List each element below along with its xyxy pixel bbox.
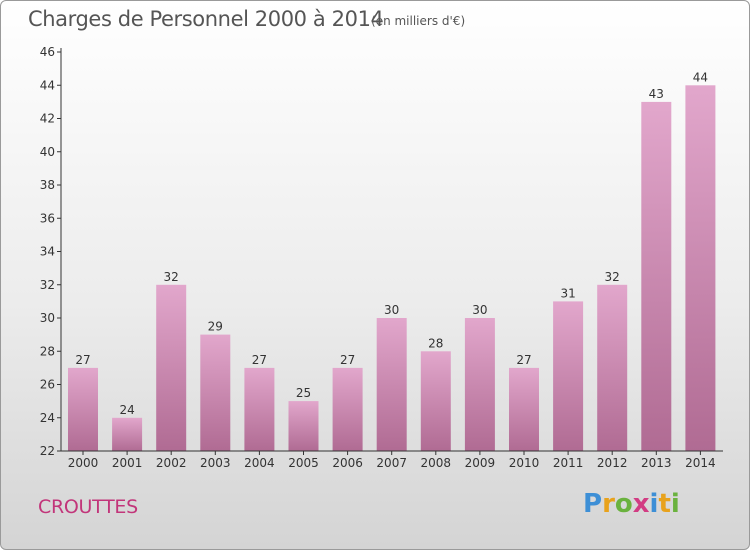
x-tick-label: 2011: [553, 456, 584, 470]
proxiti-logo: Proxiti: [583, 489, 680, 519]
logo-letter: t: [658, 489, 671, 519]
logo-letter: x: [632, 489, 650, 519]
bar-value-label: 44: [693, 70, 708, 84]
x-tick-label: 2002: [156, 456, 187, 470]
bar-2006: [332, 367, 363, 451]
y-tick-label: 26: [40, 378, 55, 392]
y-tick-label: 34: [40, 245, 55, 259]
bar-2008: [420, 351, 451, 452]
x-tick-label: 2003: [200, 456, 231, 470]
x-tick-label: 2000: [68, 456, 99, 470]
bar-2004: [244, 367, 275, 451]
bar-value-label: 28: [428, 336, 443, 350]
x-tick-label: 2010: [509, 456, 540, 470]
bar-value-label: 27: [75, 353, 90, 367]
y-tick-label: 32: [40, 278, 55, 292]
bar-value-label: 27: [252, 353, 267, 367]
bar-value-label: 29: [208, 320, 223, 334]
y-tick-label: 24: [40, 411, 55, 425]
y-tick-label: 44: [40, 78, 55, 92]
bar-value-label: 32: [164, 270, 179, 284]
chart-title: Charges de Personnel 2000 à 2014: [28, 7, 384, 31]
logo-letter: o: [614, 489, 633, 519]
bar-value-label: 27: [516, 353, 531, 367]
bar-2014: [685, 85, 716, 452]
bar-2000: [68, 367, 98, 451]
bar-value-label: 30: [472, 303, 487, 317]
x-tick-label: 2007: [376, 456, 407, 470]
y-tick-label: 40: [40, 145, 55, 159]
y-tick-label: 36: [40, 211, 55, 225]
x-tick-label: 2009: [465, 456, 496, 470]
y-tick-label: 30: [40, 311, 55, 325]
bar-value-label: 31: [560, 286, 575, 300]
y-tick-label: 42: [40, 112, 55, 126]
logo-letter: r: [602, 489, 615, 519]
logo-letter: i: [670, 489, 680, 519]
bar-value-label: 43: [649, 87, 664, 101]
x-tick-label: 2006: [332, 456, 363, 470]
bar-2007: [376, 318, 407, 451]
commune-name: CROUTTES: [38, 496, 138, 518]
x-tick-label: 2014: [685, 456, 716, 470]
bar-2010: [509, 367, 539, 451]
y-tick-label: 46: [40, 45, 55, 59]
bar-2003: [200, 334, 231, 451]
logo-letter: i: [649, 489, 659, 519]
y-tick-label: 22: [40, 444, 55, 458]
bar-value-label: 32: [605, 270, 620, 284]
bar-2012: [597, 284, 628, 452]
bar-2013: [641, 101, 672, 452]
x-tick-label: 2012: [597, 456, 628, 470]
bar-2001: [112, 417, 143, 452]
y-tick-label: 28: [40, 344, 55, 358]
x-tick-label: 2013: [641, 456, 672, 470]
x-tick-label: 2004: [244, 456, 275, 470]
bar-2011: [553, 301, 584, 451]
bar-2005: [288, 401, 319, 451]
x-tick-label: 2001: [112, 456, 143, 470]
bar-value-label: 24: [119, 403, 134, 417]
bar-value-label: 27: [340, 353, 355, 367]
bar-value-label: 25: [296, 386, 311, 400]
chart-subtitle: (en milliers d'€): [371, 14, 466, 28]
x-tick-label: 2005: [288, 456, 319, 470]
y-tick-label: 38: [40, 178, 55, 192]
bar-value-label: 30: [384, 303, 399, 317]
bar-2002: [156, 284, 187, 452]
bar-2009: [464, 318, 495, 451]
x-tick-label: 2008: [421, 456, 452, 470]
logo-letter: P: [583, 489, 603, 519]
